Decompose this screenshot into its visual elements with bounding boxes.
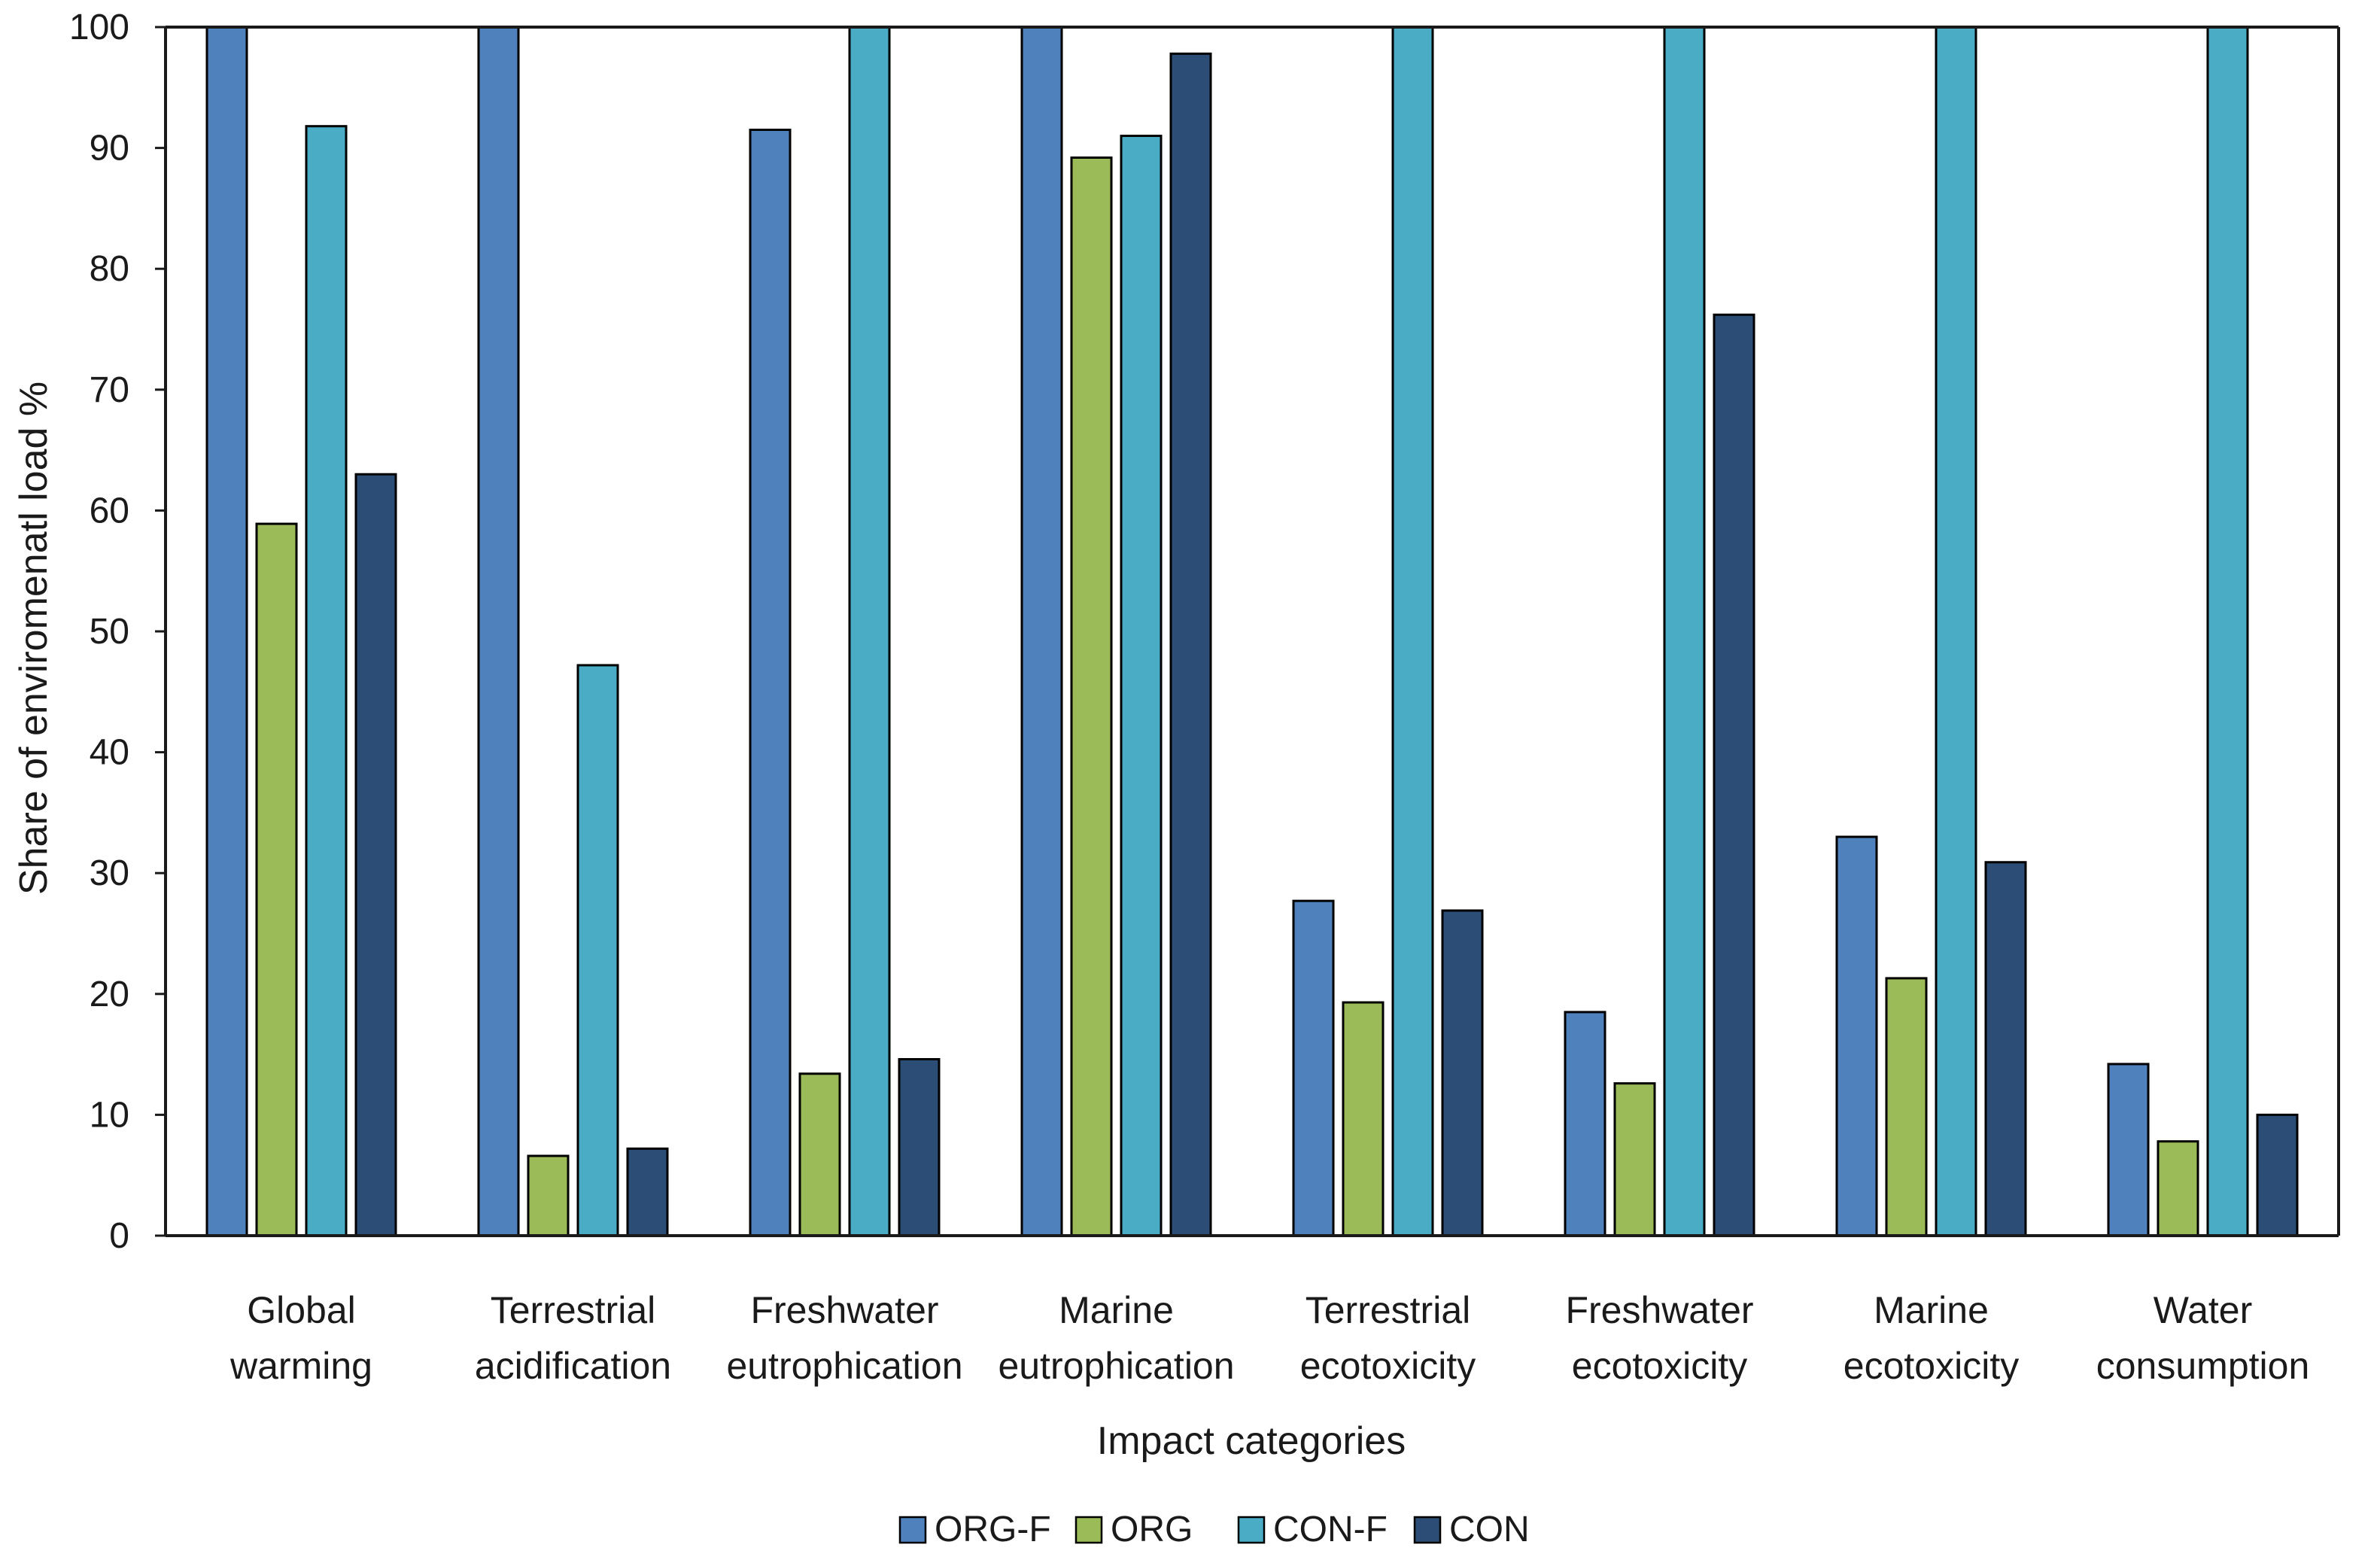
legend-swatch-con-f bbox=[1237, 1516, 1266, 1544]
bar-org-f-7 bbox=[2107, 1063, 2150, 1237]
x-category-label: warming bbox=[229, 1345, 372, 1387]
x-category-label: eutrophication bbox=[726, 1345, 962, 1387]
y-axis-ticks: 0 10 20 30 40 50 60 70 80 90 100 bbox=[69, 8, 166, 1256]
bar-org-3 bbox=[1070, 156, 1113, 1237]
bar-org-f-2 bbox=[749, 129, 792, 1237]
axes-group bbox=[164, 26, 2340, 1237]
x-category-label: Freshwater bbox=[1565, 1289, 1753, 1331]
x-axis-labels: Global warming Terrestrial acidification Fre… bbox=[229, 1289, 2309, 1387]
bar-org-f-1 bbox=[477, 26, 520, 1237]
x-category-label: acidification bbox=[475, 1345, 671, 1387]
bar-org-f-4 bbox=[1292, 899, 1335, 1237]
legend-label-org-f: ORG-F bbox=[935, 1510, 1051, 1549]
x-category-label: ecotoxicity bbox=[1844, 1345, 2019, 1387]
x-category-label: Terrestrial bbox=[1306, 1289, 1470, 1331]
bars-group bbox=[205, 26, 2299, 1237]
bar-org-2 bbox=[798, 1072, 841, 1237]
bar-con-6 bbox=[1984, 861, 2027, 1237]
bar-org-0 bbox=[255, 522, 298, 1237]
y-tick-label: 50 bbox=[90, 612, 129, 652]
y-axis-title: Share of enviromenatl load % bbox=[12, 382, 56, 895]
legend-label-org: ORG bbox=[1111, 1510, 1193, 1549]
bar-con-f-0 bbox=[305, 125, 348, 1237]
legend-swatch-con bbox=[1413, 1516, 1442, 1544]
bar-con-f-7 bbox=[2206, 26, 2249, 1237]
bar-con-f-5 bbox=[1663, 26, 1706, 1237]
y-tick-label: 70 bbox=[90, 370, 129, 410]
x-category-label: eutrophication bbox=[998, 1345, 1234, 1387]
bar-con-2 bbox=[898, 1058, 941, 1237]
legend-swatch-org bbox=[1074, 1516, 1103, 1544]
y-tick-label: 80 bbox=[90, 249, 129, 289]
legend: ORG-F ORG CON-F CON bbox=[898, 1510, 1530, 1549]
bar-con-f-3 bbox=[1120, 135, 1163, 1237]
x-category-label: consumption bbox=[2096, 1345, 2310, 1387]
y-tick-label: 20 bbox=[90, 975, 129, 1014]
legend-label-con: CON bbox=[1449, 1510, 1530, 1549]
bar-con-7 bbox=[2256, 1113, 2299, 1237]
bar-org-1 bbox=[527, 1154, 570, 1237]
y-tick-label: 10 bbox=[90, 1095, 129, 1135]
bar-con-0 bbox=[354, 473, 397, 1237]
bar-org-f-3 bbox=[1020, 26, 1063, 1237]
x-category-label: Terrestrial bbox=[491, 1289, 655, 1331]
y-tick-label: 30 bbox=[90, 853, 129, 893]
bar-con-4 bbox=[1441, 909, 1484, 1237]
x-category-label: ecotoxicity bbox=[1300, 1345, 1476, 1387]
x-axis-title: Impact categories bbox=[1097, 1419, 1406, 1463]
bar-con-f-2 bbox=[848, 26, 891, 1237]
bar-org-f-5 bbox=[1564, 1011, 1606, 1237]
legend-label-con-f: CON-F bbox=[1273, 1510, 1388, 1549]
x-category-label: Water bbox=[2154, 1289, 2253, 1331]
x-category-label: Marine bbox=[1059, 1289, 1174, 1331]
legend-swatch-org-f bbox=[898, 1516, 927, 1544]
y-tick-label: 40 bbox=[90, 733, 129, 773]
bar-org-6 bbox=[1885, 977, 1928, 1237]
y-tick-label: 0 bbox=[109, 1216, 129, 1256]
bar-org-7 bbox=[2157, 1140, 2199, 1237]
bar-org-5 bbox=[1613, 1082, 1656, 1237]
bar-con-1 bbox=[626, 1147, 669, 1237]
bar-con-f-6 bbox=[1935, 26, 1977, 1237]
bar-con-f-4 bbox=[1391, 26, 1434, 1237]
y-tick-label: 90 bbox=[90, 129, 129, 169]
bar-con-3 bbox=[1169, 52, 1212, 1237]
bar-org-f-6 bbox=[1835, 835, 1878, 1237]
x-category-label: Freshwater bbox=[750, 1289, 938, 1331]
x-category-label: Global bbox=[247, 1289, 356, 1331]
bar-con-5 bbox=[1713, 313, 1755, 1237]
bar-org-f-0 bbox=[205, 26, 248, 1237]
x-category-label: Marine bbox=[1874, 1289, 1989, 1331]
y-tick-label: 60 bbox=[90, 491, 129, 531]
y-tick-label: 100 bbox=[69, 8, 129, 47]
x-category-label: ecotoxicity bbox=[1572, 1345, 1747, 1387]
bar-con-f-1 bbox=[576, 664, 619, 1237]
bar-org-4 bbox=[1342, 1001, 1385, 1237]
